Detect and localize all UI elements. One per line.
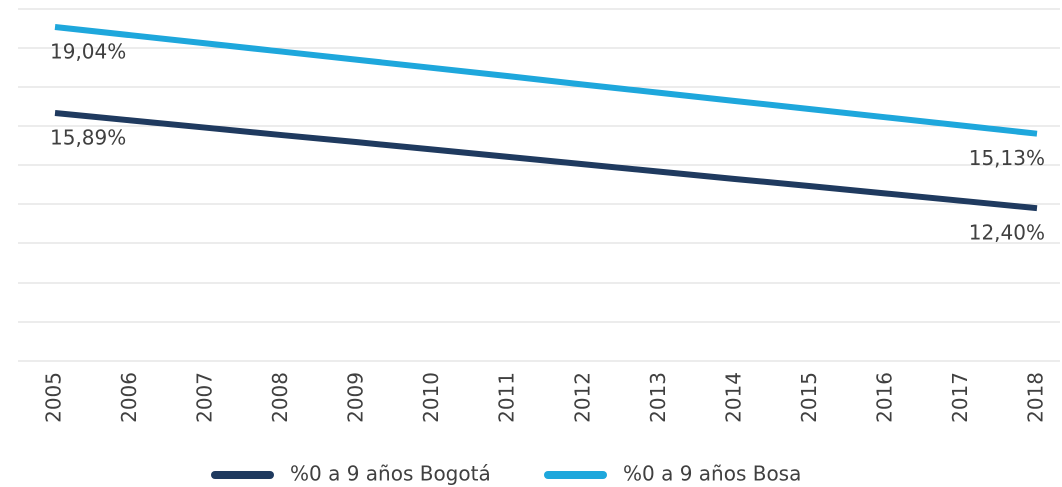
x-tick-label: 2016 (872, 372, 896, 423)
x-tick-label: 2015 (797, 372, 821, 423)
series-line (54, 109, 1038, 212)
x-tick-label: 2014 (721, 372, 745, 423)
grid (18, 8, 1060, 362)
data-label: 12,40% (969, 221, 1045, 245)
x-tick-label: 2018 (1024, 372, 1048, 423)
x-tick-label: 2017 (948, 372, 972, 423)
x-tick-label: 2007 (193, 372, 217, 423)
legend-label: %0 a 9 años Bosa (623, 462, 801, 486)
data-label: 15,13% (969, 146, 1045, 170)
x-tick-label: 2013 (646, 372, 670, 423)
data-label: 19,04% (50, 40, 126, 64)
x-tick-label: 2006 (117, 372, 141, 423)
data-label: 15,89% (50, 125, 126, 149)
x-tick-label: 2011 (495, 372, 519, 423)
x-tick-label: 2010 (419, 372, 443, 423)
x-tick-label: 2005 (42, 372, 66, 423)
series-line (54, 24, 1038, 137)
x-tick-label: 2012 (570, 372, 594, 423)
x-tick-label: 2008 (268, 372, 292, 423)
legend-label: %0 a 9 años Bogotá (290, 462, 491, 486)
x-tick-label: 2009 (344, 372, 368, 423)
